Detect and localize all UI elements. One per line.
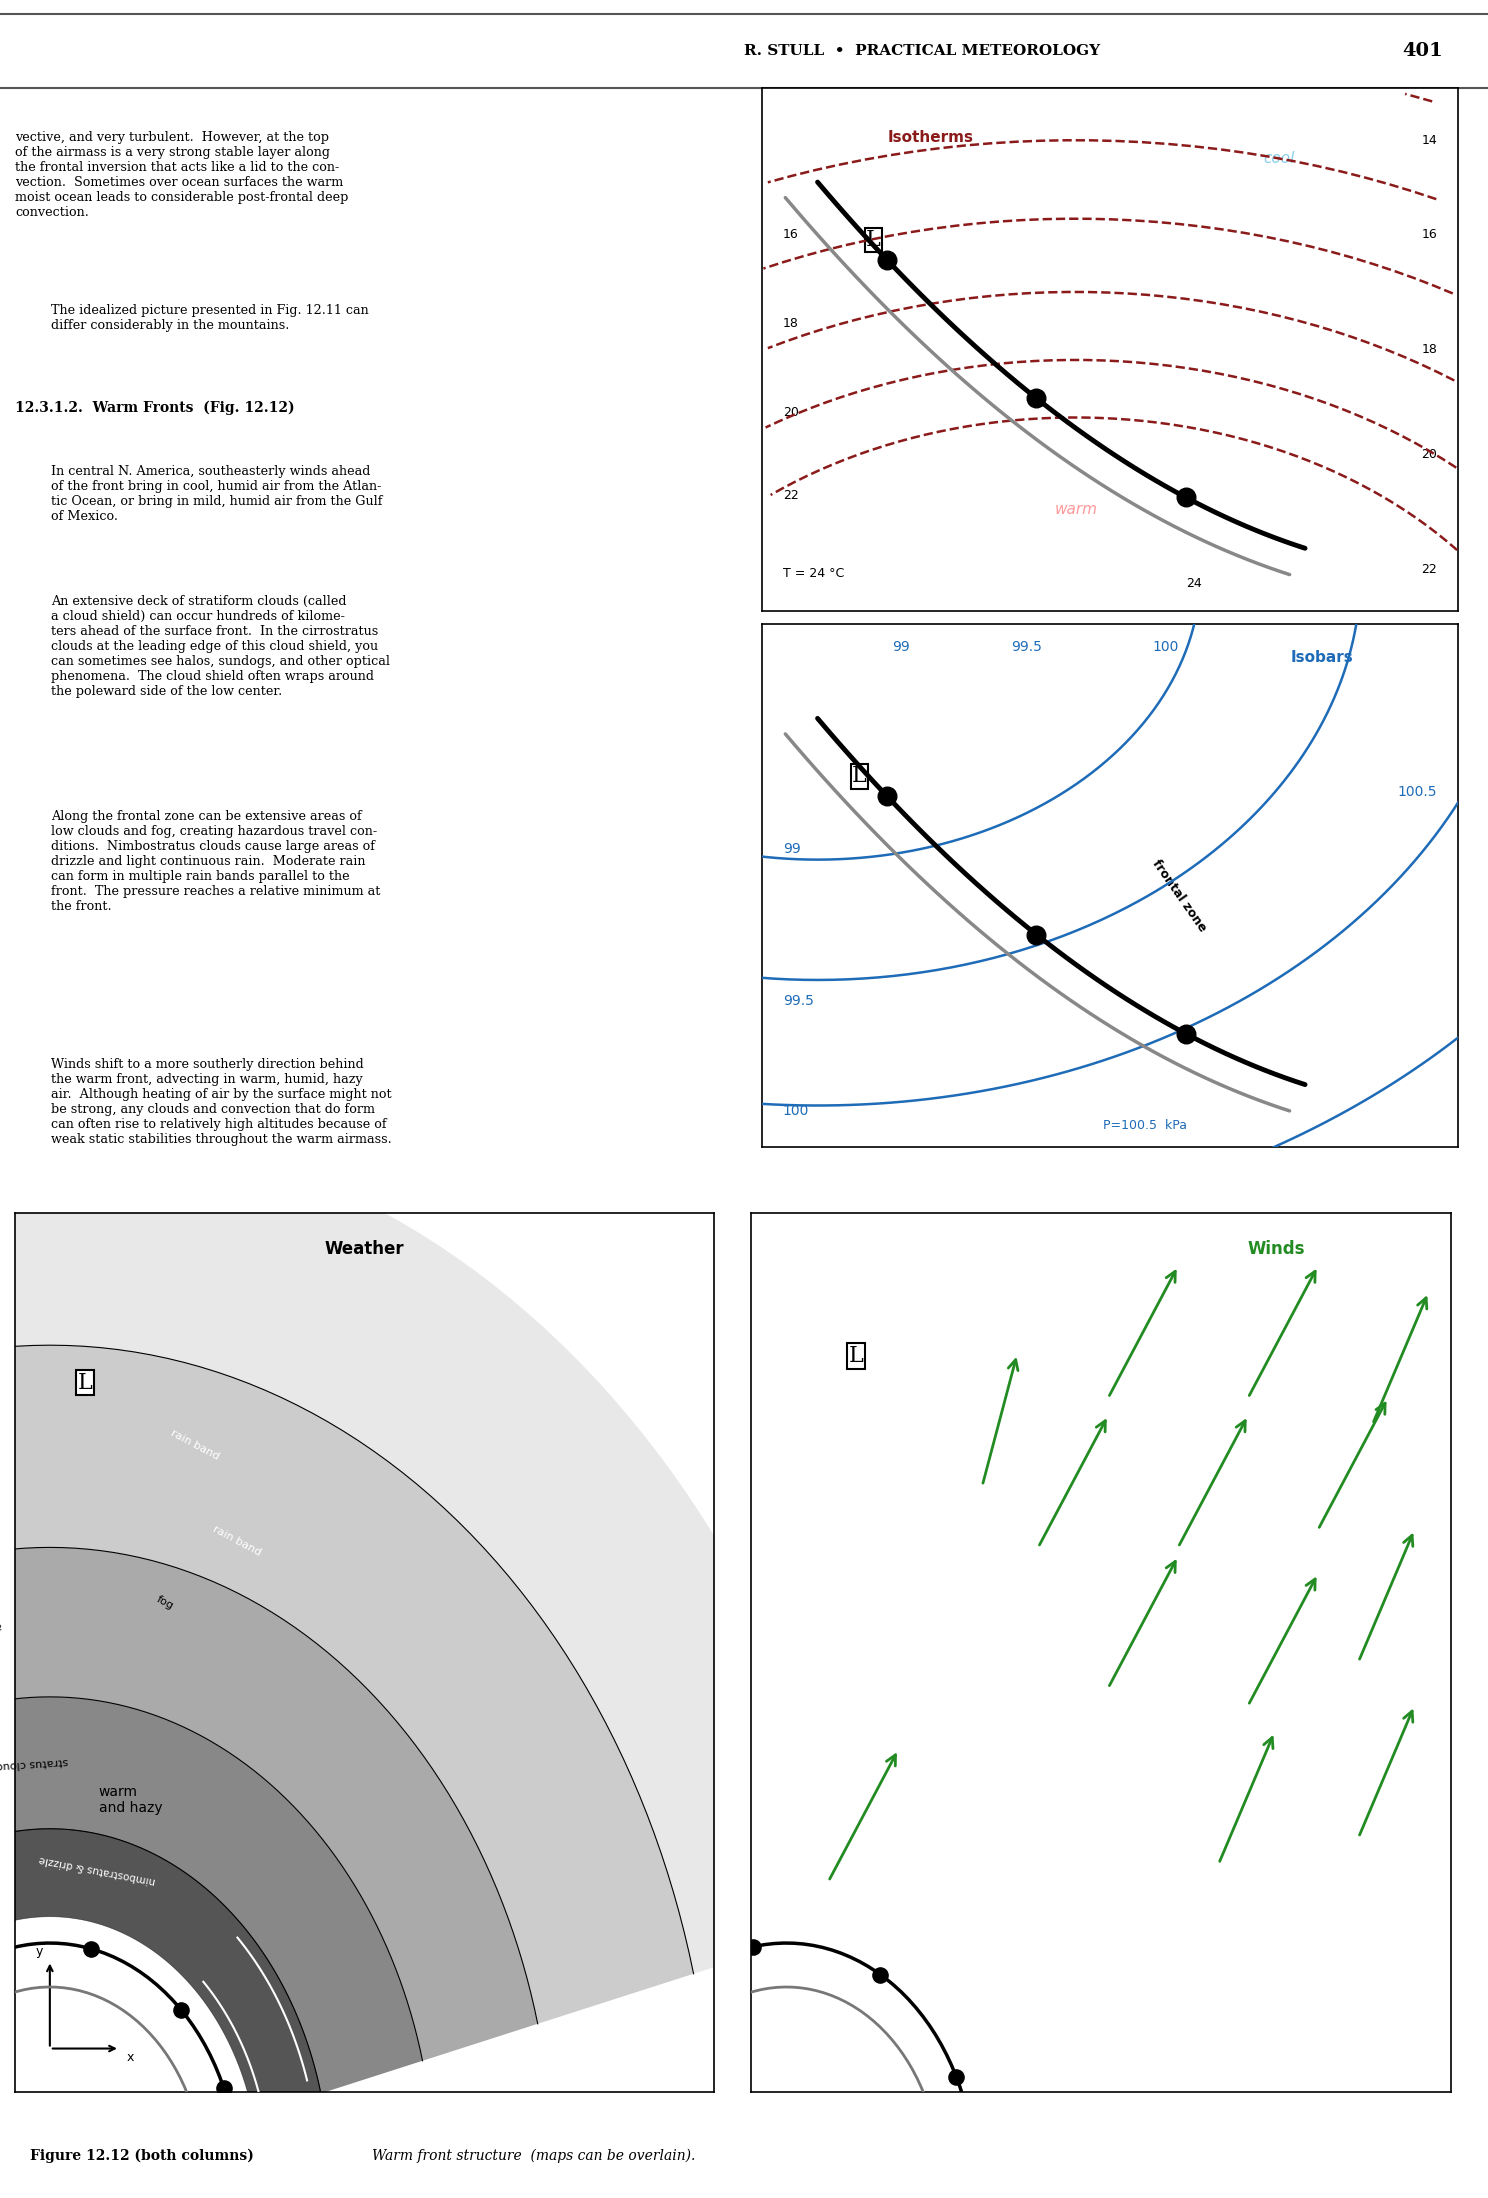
Polygon shape: [0, 1547, 537, 2062]
Text: Warm front structure  (maps can be overlain).: Warm front structure (maps can be overla…: [372, 2150, 695, 2163]
Text: 16: 16: [783, 229, 799, 242]
Text: L: L: [850, 1345, 863, 1367]
Text: x: x: [126, 2051, 134, 2064]
Text: 22: 22: [783, 490, 799, 503]
Text: frontal zone: frontal zone: [1150, 857, 1210, 934]
Point: [741, 1930, 765, 1965]
Text: stratus clouds: stratus clouds: [0, 1756, 68, 1772]
Point: [1025, 380, 1049, 415]
Text: altostratus clouds: altostratus clouds: [0, 1620, 3, 1651]
Text: An extensive deck of stratiform clouds (called
a cloud shield) can occur hundred: An extensive deck of stratiform clouds (…: [51, 593, 390, 697]
Point: [875, 778, 899, 813]
Text: 22: 22: [1421, 563, 1437, 576]
Text: 99.5: 99.5: [1010, 640, 1042, 655]
Text: 99.5: 99.5: [783, 993, 814, 1009]
Text: 18: 18: [1421, 343, 1437, 356]
Point: [1174, 479, 1198, 514]
Text: 14: 14: [1421, 134, 1437, 147]
Text: rain band: rain band: [168, 1427, 220, 1462]
Text: In central N. America, southeasterly winds ahead
of the front bring in cool, hum: In central N. America, southeasterly win…: [51, 466, 382, 523]
Text: R. STULL  •  PRACTICAL METEOROLOGY: R. STULL • PRACTICAL METEOROLOGY: [744, 44, 1101, 57]
Text: 401: 401: [1403, 42, 1443, 59]
Polygon shape: [0, 1125, 863, 1974]
Text: rain band: rain band: [211, 1523, 262, 1558]
Text: The idealized picture presented in Fig. 12.11 can
differ considerably in the mou: The idealized picture presented in Fig. …: [51, 303, 369, 332]
Text: 99: 99: [783, 842, 801, 857]
Point: [1174, 1015, 1198, 1051]
Text: L: L: [866, 229, 881, 251]
Text: 100: 100: [1153, 640, 1178, 655]
Polygon shape: [0, 1345, 693, 2024]
Text: Winds: Winds: [1247, 1240, 1305, 1257]
Text: Winds shift to a more southerly direction behind
the warm front, advecting in wa: Winds shift to a more southerly directio…: [51, 1057, 391, 1145]
Text: Weather: Weather: [324, 1240, 405, 1257]
Text: 24: 24: [1186, 578, 1201, 589]
Point: [79, 1932, 103, 1967]
Text: nimbostratus & drizzle: nimbostratus & drizzle: [39, 1853, 156, 1886]
Point: [1025, 917, 1049, 952]
Text: 20: 20: [783, 407, 799, 420]
Point: [875, 242, 899, 277]
Text: L: L: [77, 1372, 92, 1394]
Text: 20: 20: [1421, 448, 1437, 462]
Text: Isotherms: Isotherms: [887, 130, 973, 145]
Text: fog: fog: [155, 1594, 176, 1611]
Text: y: y: [36, 1945, 43, 1958]
Text: 18: 18: [783, 317, 799, 330]
Point: [211, 2071, 235, 2106]
Text: P=100.5  kPa: P=100.5 kPa: [1103, 1119, 1187, 1132]
Text: 100: 100: [783, 1103, 809, 1119]
Text: warm: warm: [1055, 501, 1097, 517]
Text: 99: 99: [893, 640, 911, 655]
Text: warm
and hazy: warm and hazy: [98, 1785, 162, 1816]
Polygon shape: [0, 1829, 321, 2114]
Point: [170, 1994, 193, 2029]
Text: L: L: [853, 765, 866, 787]
Text: cool: cool: [1263, 152, 1295, 165]
Point: [869, 1956, 893, 1991]
Text: Isobars: Isobars: [1292, 651, 1354, 666]
Text: 12.3.1.2.  Warm Fronts  (Fig. 12.12): 12.3.1.2. Warm Fronts (Fig. 12.12): [15, 400, 295, 415]
Text: T = 24 °C: T = 24 °C: [783, 567, 844, 580]
Text: vective, and very turbulent.  However, at the top
of the airmass is a very stron: vective, and very turbulent. However, at…: [15, 132, 348, 220]
Text: 100.5: 100.5: [1397, 785, 1437, 798]
Text: Along the frontal zone can be extensive areas of
low clouds and fog, creating ha: Along the frontal zone can be extensive …: [51, 809, 379, 912]
Text: 16: 16: [1421, 229, 1437, 242]
Point: [945, 2060, 969, 2095]
Text: Figure 12.12 (both columns): Figure 12.12 (both columns): [30, 2150, 253, 2163]
Polygon shape: [0, 1697, 423, 2092]
